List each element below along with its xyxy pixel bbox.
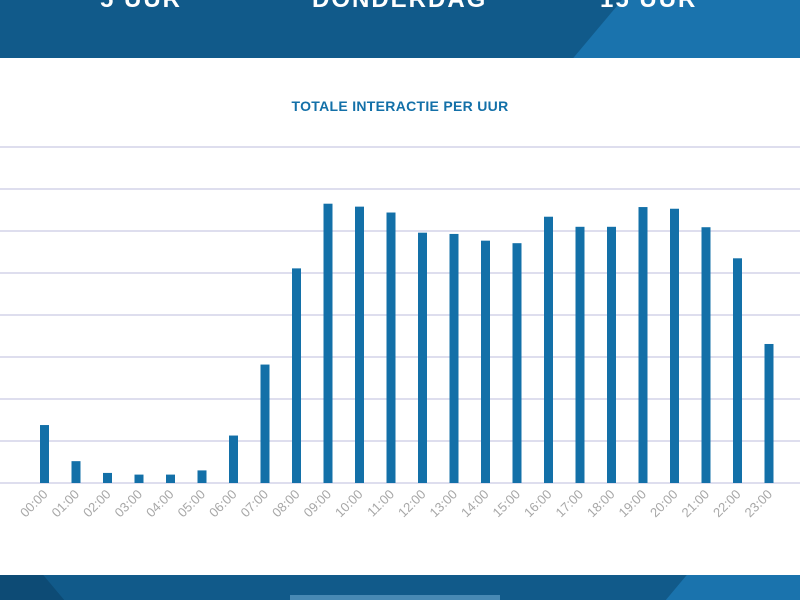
x-tick-label: 02:00 bbox=[80, 487, 114, 521]
banner-cut-text bbox=[290, 595, 500, 600]
bar-1200 bbox=[418, 232, 427, 483]
bar-1700 bbox=[575, 226, 585, 484]
top-banner: 5 UUR DONDERDAG 15 UUR bbox=[0, 0, 800, 58]
bar-0000 bbox=[40, 425, 49, 483]
x-tick-label: 03:00 bbox=[112, 487, 146, 521]
x-tick-label: 13:00 bbox=[427, 487, 461, 521]
x-tick-label: 10:00 bbox=[332, 487, 366, 521]
bottom-banner bbox=[0, 575, 800, 600]
bar-0200 bbox=[103, 472, 112, 483]
bar-0500 bbox=[197, 470, 207, 483]
x-tick-label: 11:00 bbox=[364, 487, 397, 520]
x-tick-label: 21:00 bbox=[679, 487, 713, 521]
bar-1600 bbox=[544, 216, 553, 483]
banner-text-left: 5 UUR bbox=[100, 0, 182, 14]
x-tick-label: 22:00 bbox=[710, 487, 744, 521]
x-tick-label: 14:00 bbox=[458, 487, 492, 521]
bar-1400 bbox=[481, 240, 490, 483]
x-tick-label: 16:00 bbox=[521, 487, 555, 521]
bar-1900 bbox=[638, 207, 648, 483]
bar-1500 bbox=[512, 243, 522, 483]
banner-text-center: DONDERDAG bbox=[312, 0, 487, 14]
bar-1800 bbox=[607, 226, 616, 484]
bar-0300 bbox=[134, 474, 144, 483]
bar-0600 bbox=[229, 435, 238, 483]
x-tick-label: 04:00 bbox=[143, 487, 177, 521]
x-tick-label: 09:00 bbox=[301, 487, 335, 521]
chart-title: TOTALE INTERACTIE PER UUR bbox=[291, 98, 509, 114]
x-tick-label: 20:00 bbox=[647, 487, 681, 521]
x-tick-label: 23:00 bbox=[742, 487, 776, 521]
bar-chart: 00:0001:0002:0003:0004:0005:0006:0007:00… bbox=[0, 146, 800, 521]
x-tick-label: 05:00 bbox=[175, 487, 209, 521]
x-tick-label: 18:00 bbox=[584, 487, 618, 521]
x-tick-label: 08:00 bbox=[269, 487, 303, 521]
x-tick-label: 01:00 bbox=[49, 487, 83, 521]
bar-0700 bbox=[260, 364, 270, 483]
banner-text-right: 15 UUR bbox=[600, 0, 697, 14]
x-tick-label: 07:00 bbox=[238, 487, 272, 521]
bar-2100 bbox=[701, 227, 711, 483]
bar-1300 bbox=[449, 233, 459, 483]
x-tick-label: 06:00 bbox=[206, 487, 240, 521]
banner-shape-left bbox=[0, 575, 77, 600]
bar-2300 bbox=[764, 343, 774, 483]
x-tick-label: 12:00 bbox=[395, 487, 429, 521]
x-tick-label: 17:00 bbox=[553, 487, 587, 521]
x-tick-label: 15:00 bbox=[490, 487, 524, 521]
bar-2000 bbox=[670, 208, 679, 483]
x-tick-label: 19:00 bbox=[616, 487, 650, 521]
banner-shape-right bbox=[653, 575, 800, 600]
bar-1000 bbox=[355, 206, 364, 483]
bar-0100 bbox=[71, 461, 81, 483]
bar-1100 bbox=[386, 212, 396, 483]
x-tick-label: 00:00 bbox=[17, 487, 51, 521]
bar-0800 bbox=[292, 268, 301, 483]
bar-0400 bbox=[166, 474, 175, 483]
bar-0900 bbox=[323, 203, 333, 483]
bar-2200 bbox=[733, 258, 742, 483]
